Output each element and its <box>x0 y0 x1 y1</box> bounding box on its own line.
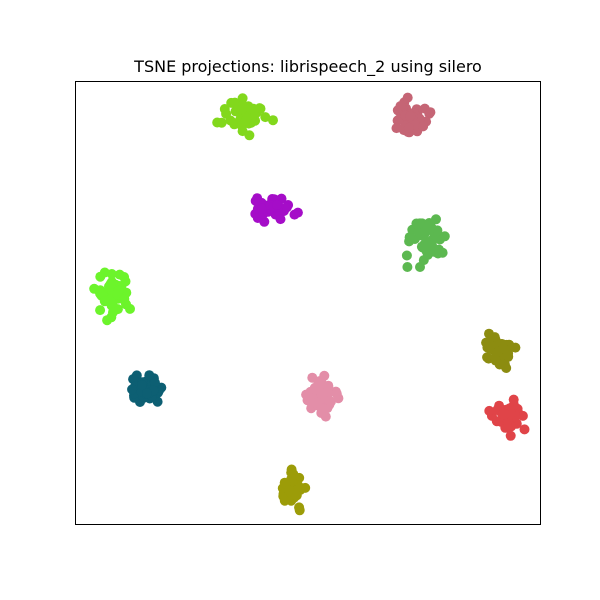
data-point <box>484 405 495 416</box>
data-point <box>286 467 297 478</box>
series-1 <box>391 92 436 138</box>
data-point <box>316 403 327 414</box>
data-point <box>257 203 267 214</box>
data-point <box>508 394 519 405</box>
data-point <box>237 93 248 104</box>
data-point <box>418 255 429 266</box>
series-0 <box>212 93 278 141</box>
data-point <box>99 296 110 307</box>
data-point <box>137 380 147 391</box>
data-point <box>125 303 135 314</box>
data-point <box>405 111 416 121</box>
data-point <box>482 352 493 363</box>
data-point <box>119 272 130 282</box>
data-point <box>333 393 344 404</box>
chart-title: TSNE projections: librispeech_2 using si… <box>134 57 482 76</box>
series-5 <box>481 328 521 373</box>
data-point <box>272 199 282 210</box>
data-point <box>144 370 155 381</box>
data-point <box>519 424 530 435</box>
data-point <box>108 307 118 318</box>
data-point <box>434 244 444 255</box>
data-point <box>237 104 248 114</box>
data-point <box>295 482 305 493</box>
data-point <box>105 279 116 290</box>
series-6 <box>127 370 167 407</box>
points-layer <box>89 92 530 516</box>
data-point <box>402 262 413 272</box>
data-point <box>260 112 271 123</box>
data-point <box>283 485 294 496</box>
data-point <box>391 123 402 134</box>
data-point <box>403 122 414 133</box>
data-point <box>280 202 291 213</box>
data-point <box>416 230 427 241</box>
series-7 <box>301 370 344 422</box>
data-point <box>395 101 406 112</box>
data-point <box>149 377 160 388</box>
data-point <box>244 130 255 141</box>
data-point <box>401 250 412 261</box>
series-2 <box>250 193 303 227</box>
data-point <box>404 236 415 247</box>
data-point <box>319 370 330 381</box>
data-point <box>275 214 286 225</box>
data-point <box>310 384 321 395</box>
data-point <box>418 121 429 132</box>
data-point <box>505 430 516 441</box>
series-9 <box>277 464 311 516</box>
data-point <box>142 388 152 399</box>
data-point <box>414 218 425 229</box>
data-point <box>95 305 106 316</box>
data-point <box>432 225 443 236</box>
data-point <box>498 343 509 354</box>
data-point <box>99 267 110 278</box>
data-point <box>112 289 123 300</box>
data-point <box>241 113 252 124</box>
data-point <box>517 410 528 421</box>
data-point <box>497 409 508 420</box>
data-point <box>425 107 436 118</box>
data-point <box>294 505 305 516</box>
data-point <box>402 92 413 103</box>
data-point <box>499 359 510 370</box>
data-point <box>268 115 278 126</box>
series-4 <box>89 267 135 326</box>
data-point <box>324 395 335 406</box>
data-point <box>484 328 494 339</box>
data-point <box>289 209 300 220</box>
data-point <box>490 355 501 366</box>
data-point <box>245 103 256 114</box>
data-point <box>212 117 223 128</box>
data-point <box>502 422 513 433</box>
data-point <box>119 294 129 305</box>
series-3 <box>401 214 450 272</box>
data-point <box>219 104 230 114</box>
data-point <box>250 195 261 206</box>
data-point <box>422 241 433 252</box>
data-point <box>320 411 331 422</box>
data-point <box>89 283 100 294</box>
data-point <box>127 384 138 395</box>
axes-frame <box>75 81 541 525</box>
series-8 <box>484 394 530 441</box>
